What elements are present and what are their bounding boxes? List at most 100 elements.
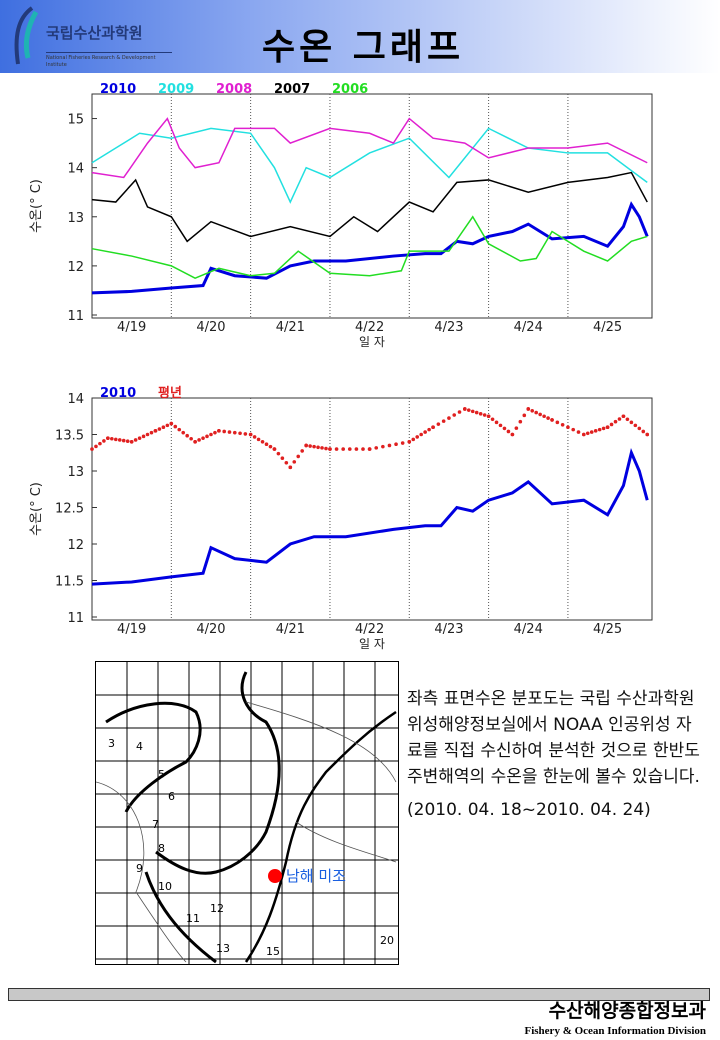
contour-label: 6 (168, 790, 175, 803)
data-point-평년 (498, 423, 503, 428)
footer-bar (8, 988, 710, 1001)
data-point-평년 (260, 440, 265, 444)
data-point-평년 (222, 429, 227, 434)
contour-label: 7 (152, 818, 159, 831)
data-point-평년 (252, 435, 257, 439)
data-point-평년 (522, 413, 527, 418)
site-marker (268, 869, 282, 883)
contour-label: 9 (136, 862, 143, 875)
data-point-평년 (530, 408, 535, 413)
footer-division-kr: 수산해양종합정보과 (548, 1000, 706, 1022)
x-tick-label: 4/20 (196, 622, 225, 637)
x-tick-label: 4/24 (514, 622, 543, 637)
legend-2007: 2007 (274, 82, 310, 97)
data-point-평년 (113, 437, 118, 442)
contour-label: 20 (380, 934, 394, 947)
logo-text: 국립수산과학원 (46, 24, 143, 42)
legend-2010: 2010 (100, 82, 136, 97)
y-tick-label: 15 (67, 113, 84, 128)
data-point-평년 (576, 430, 581, 434)
data-point-평년 (597, 427, 602, 432)
data-point-평년 (121, 438, 126, 443)
plot-frame (91, 397, 653, 621)
data-point-평년 (256, 437, 261, 442)
data-point-평년 (585, 431, 590, 436)
data-point-평년 (145, 432, 150, 437)
data-point-평년 (534, 410, 538, 415)
site-label: 남해 미조 (286, 867, 346, 885)
x-tick-label: 4/25 (593, 622, 622, 637)
chart-2: 11 11.5 12 12.5 13 13.5 14 4/19 4/20 4/21 4/22 4/23… (29, 385, 653, 651)
y-tick-label: 13 (67, 211, 84, 226)
data-point-평년 (209, 432, 213, 437)
data-point-평년 (394, 442, 398, 447)
data-point-평년 (381, 444, 385, 449)
data-point-평년 (419, 432, 423, 437)
x-axis-label: 일 자 (359, 335, 385, 349)
data-point-평년 (125, 439, 130, 443)
y-tick-label: 11 (67, 611, 84, 626)
data-point-평년 (510, 432, 515, 437)
x-tick-label: 4/25 (593, 320, 622, 335)
y-tick-label: 13.5 (55, 429, 84, 444)
data-point-평년 (526, 407, 531, 411)
series-line-2009 (91, 127, 648, 204)
data-point-평년 (581, 432, 586, 437)
x-tick-label: 4/21 (276, 320, 305, 335)
y-tick-label: 13 (67, 465, 84, 480)
data-point-평년 (129, 440, 134, 444)
legend-2010: 2010 (100, 386, 136, 401)
data-point-평년 (227, 430, 232, 434)
contour-map: 3 4 56 7 8 9 10 11 12 13 15 20 (96, 662, 398, 964)
data-point-평년 (486, 414, 491, 419)
y-axis-label: 수온(° C) (29, 179, 44, 233)
data-point-평년 (90, 447, 94, 451)
contour-label: 10 (158, 880, 172, 893)
data-point-평년 (165, 423, 170, 428)
y-tick-label: 14 (67, 392, 84, 407)
data-point-평년 (367, 447, 372, 451)
data-point-평년 (106, 436, 110, 440)
data-point-평년 (452, 413, 457, 417)
data-point-평년 (629, 420, 634, 425)
data-point-평년 (133, 438, 138, 442)
data-point-평년 (400, 441, 405, 445)
y-tick-label: 11 (67, 309, 84, 324)
data-point-평년 (284, 460, 289, 465)
data-point-평년 (550, 418, 554, 422)
data-point-평년 (312, 444, 316, 449)
x-tick-label: 4/23 (434, 320, 463, 335)
contour-label: 3 (108, 737, 115, 750)
fish-logo-icon (14, 6, 39, 65)
data-point-평년 (137, 436, 142, 440)
contour-label: 15 (266, 945, 280, 958)
data-point-평년 (609, 422, 614, 427)
x-tick-label: 4/20 (196, 320, 225, 335)
data-point-평년 (466, 408, 471, 412)
data-point-평년 (601, 426, 606, 431)
logo-subtext: National Fisheries Research & Developmen… (46, 52, 172, 69)
data-point-평년 (566, 425, 570, 430)
data-point-평년 (436, 422, 441, 426)
data-point-평년 (441, 419, 446, 423)
data-point-평년 (238, 431, 242, 436)
data-point-평년 (415, 435, 420, 439)
data-point-평년 (316, 445, 320, 450)
data-point-평년 (423, 430, 427, 434)
x-axis-label: 일 자 (359, 637, 385, 651)
data-point-평년 (300, 449, 304, 453)
data-point-평년 (173, 424, 178, 429)
data-point-평년 (387, 443, 392, 448)
contour-label: 11 (186, 912, 200, 925)
data-point-평년 (589, 430, 594, 434)
series-line-2006 (91, 215, 648, 279)
data-point-평년 (407, 440, 412, 444)
data-point-평년 (232, 430, 237, 435)
data-point-평년 (193, 440, 197, 444)
data-point-평년 (617, 417, 622, 421)
data-point-평년 (264, 442, 269, 447)
data-point-평년 (288, 465, 293, 470)
data-point-평년 (457, 410, 462, 414)
legend-평년: 평년 (158, 385, 182, 401)
legend-2008: 2008 (216, 82, 252, 97)
